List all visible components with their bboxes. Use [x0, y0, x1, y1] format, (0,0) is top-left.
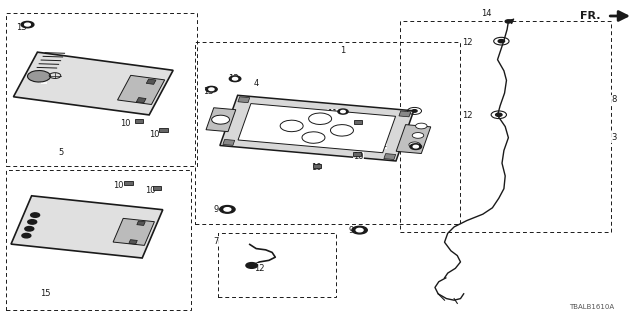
Bar [153, 186, 161, 190]
Circle shape [28, 220, 36, 224]
Bar [124, 181, 132, 185]
Bar [159, 128, 168, 132]
Bar [238, 97, 250, 103]
Text: 6: 6 [42, 74, 47, 83]
Text: 10: 10 [145, 186, 156, 195]
Circle shape [246, 263, 257, 268]
Circle shape [338, 109, 348, 114]
Bar [113, 218, 154, 245]
Text: 13: 13 [228, 74, 239, 83]
Bar [195, 42, 461, 224]
Circle shape [330, 124, 353, 136]
Text: 1: 1 [340, 45, 345, 55]
Bar [223, 140, 235, 145]
Bar [137, 221, 145, 225]
Text: 13: 13 [17, 23, 27, 32]
Bar [6, 170, 191, 310]
Circle shape [220, 205, 235, 213]
Bar [238, 104, 396, 153]
Text: 8: 8 [611, 95, 616, 104]
Text: 5: 5 [59, 148, 64, 156]
Bar [353, 152, 361, 156]
Circle shape [280, 120, 303, 132]
Bar [313, 164, 321, 168]
Bar [6, 13, 197, 166]
Circle shape [356, 228, 363, 232]
Circle shape [229, 76, 241, 82]
Bar [218, 233, 336, 297]
Circle shape [25, 23, 30, 26]
Text: 13: 13 [407, 144, 418, 153]
Text: 11: 11 [328, 109, 338, 118]
Circle shape [308, 113, 332, 124]
Text: 10: 10 [148, 130, 159, 139]
Bar [136, 98, 146, 103]
Bar [147, 79, 156, 84]
Circle shape [498, 40, 504, 43]
Circle shape [352, 226, 367, 234]
Text: 9: 9 [214, 205, 219, 214]
Circle shape [410, 144, 422, 149]
Circle shape [25, 227, 34, 231]
Circle shape [212, 115, 230, 124]
FancyBboxPatch shape [11, 196, 163, 258]
Circle shape [415, 123, 427, 129]
Text: 10: 10 [350, 120, 360, 130]
Bar [399, 111, 411, 117]
Bar [396, 124, 431, 154]
Text: TBALB1610A: TBALB1610A [568, 304, 614, 310]
Text: 13: 13 [203, 87, 214, 96]
Text: 10: 10 [113, 181, 124, 190]
Circle shape [495, 113, 502, 116]
Circle shape [505, 20, 511, 23]
Text: 7: 7 [213, 237, 219, 246]
Text: 9: 9 [348, 226, 353, 235]
Text: 4: 4 [253, 79, 259, 88]
Circle shape [232, 77, 237, 80]
Bar [354, 120, 362, 124]
Bar [118, 75, 164, 105]
Circle shape [340, 110, 346, 113]
Text: 10: 10 [312, 164, 322, 172]
Circle shape [28, 70, 51, 82]
Circle shape [22, 233, 31, 238]
Text: 10: 10 [120, 119, 131, 128]
Circle shape [209, 88, 214, 91]
Circle shape [205, 86, 217, 92]
Text: 12: 12 [254, 264, 264, 273]
Text: 14: 14 [481, 9, 492, 18]
Circle shape [413, 145, 419, 148]
Bar [135, 119, 143, 123]
Circle shape [412, 110, 417, 112]
FancyBboxPatch shape [220, 95, 413, 161]
Bar [129, 240, 138, 244]
Text: 3: 3 [611, 133, 616, 142]
Text: 2: 2 [381, 140, 387, 148]
Circle shape [31, 213, 40, 217]
FancyBboxPatch shape [13, 52, 173, 115]
Text: 10: 10 [353, 152, 364, 161]
Text: 12: 12 [461, 38, 472, 47]
Circle shape [302, 132, 325, 143]
Text: 12: 12 [461, 111, 472, 120]
Bar [206, 108, 236, 132]
Circle shape [21, 21, 34, 28]
Bar [400, 21, 611, 232]
Circle shape [409, 142, 420, 148]
Text: 15: 15 [40, 289, 51, 298]
Circle shape [412, 132, 424, 138]
Circle shape [224, 208, 231, 211]
Text: FR.: FR. [580, 11, 601, 21]
Bar [384, 154, 396, 159]
